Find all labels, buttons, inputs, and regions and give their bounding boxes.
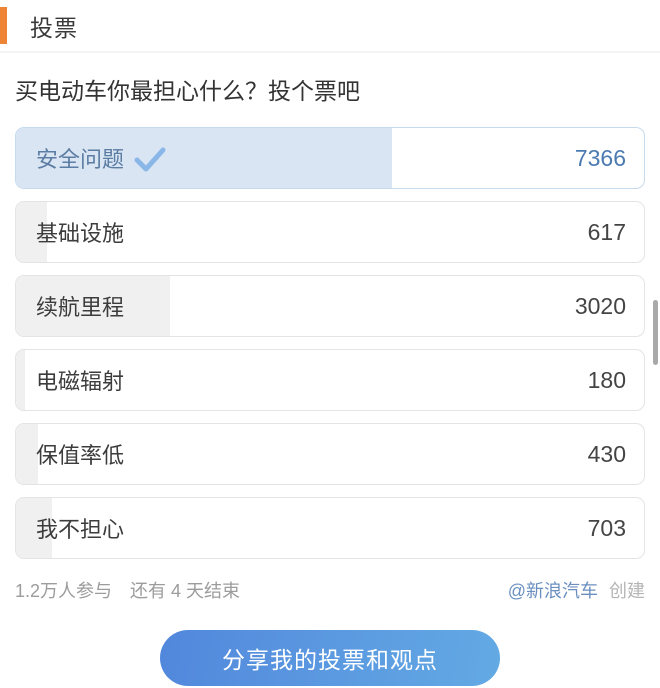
option-vote-count: 3020 xyxy=(574,292,626,319)
option-progress-fill xyxy=(16,350,26,410)
option-progress-fill xyxy=(16,202,48,262)
scrollbar-thumb[interactable] xyxy=(653,300,658,365)
option-progress-fill xyxy=(16,128,392,188)
creator-suffix: 创建 xyxy=(609,581,645,601)
option-vote-count: 703 xyxy=(587,514,626,541)
option-label: 安全问题 xyxy=(36,147,125,172)
option-label: 保值率低 xyxy=(36,443,125,468)
option-label: 我不担心 xyxy=(36,517,125,542)
widget-header: 投票 xyxy=(0,0,660,53)
participants-count: 1.2万人参与 xyxy=(15,581,113,601)
widget-title: 投票 xyxy=(30,14,78,41)
poll-option-range[interactable]: 续航里程 3020 xyxy=(15,275,645,337)
option-vote-count: 617 xyxy=(587,218,626,245)
option-label: 续航里程 xyxy=(36,295,125,320)
poll-question: 买电动车你最担心什么？投个票吧 xyxy=(15,78,360,104)
option-vote-count: 180 xyxy=(587,366,626,393)
poll-option-resale-value[interactable]: 保值率低 430 xyxy=(15,423,645,485)
time-remaining: 还有 4 天结束 xyxy=(130,581,241,601)
creator-link[interactable]: @新浪汽车 xyxy=(507,581,598,601)
poll-option-radiation[interactable]: 电磁辐射 180 xyxy=(15,349,645,411)
option-vote-count: 430 xyxy=(587,440,626,467)
option-vote-count: 7366 xyxy=(574,144,626,171)
poll-footer: 1.2万人参与 还有 4 天结束 @新浪汽车 创建 xyxy=(15,577,645,603)
check-icon xyxy=(134,147,166,172)
header-accent-bar xyxy=(0,7,7,44)
option-progress-fill xyxy=(16,498,52,558)
option-label: 基础设施 xyxy=(36,221,125,246)
option-progress-fill xyxy=(16,424,38,484)
poll-options-list: 安全问题 7366 基础设施 617 续航里程 3020 电磁辐射 180 保值… xyxy=(15,127,645,559)
share-button-row: 分享我的投票和观点 xyxy=(0,630,660,686)
option-progress-fill xyxy=(16,276,170,336)
share-vote-button[interactable]: 分享我的投票和观点 xyxy=(160,630,500,686)
option-label: 电磁辐射 xyxy=(36,369,125,394)
poll-option-infrastructure[interactable]: 基础设施 617 xyxy=(15,201,645,263)
poll-option-safety[interactable]: 安全问题 7366 xyxy=(15,127,645,189)
poll-option-not-worried[interactable]: 我不担心 703 xyxy=(15,497,645,559)
